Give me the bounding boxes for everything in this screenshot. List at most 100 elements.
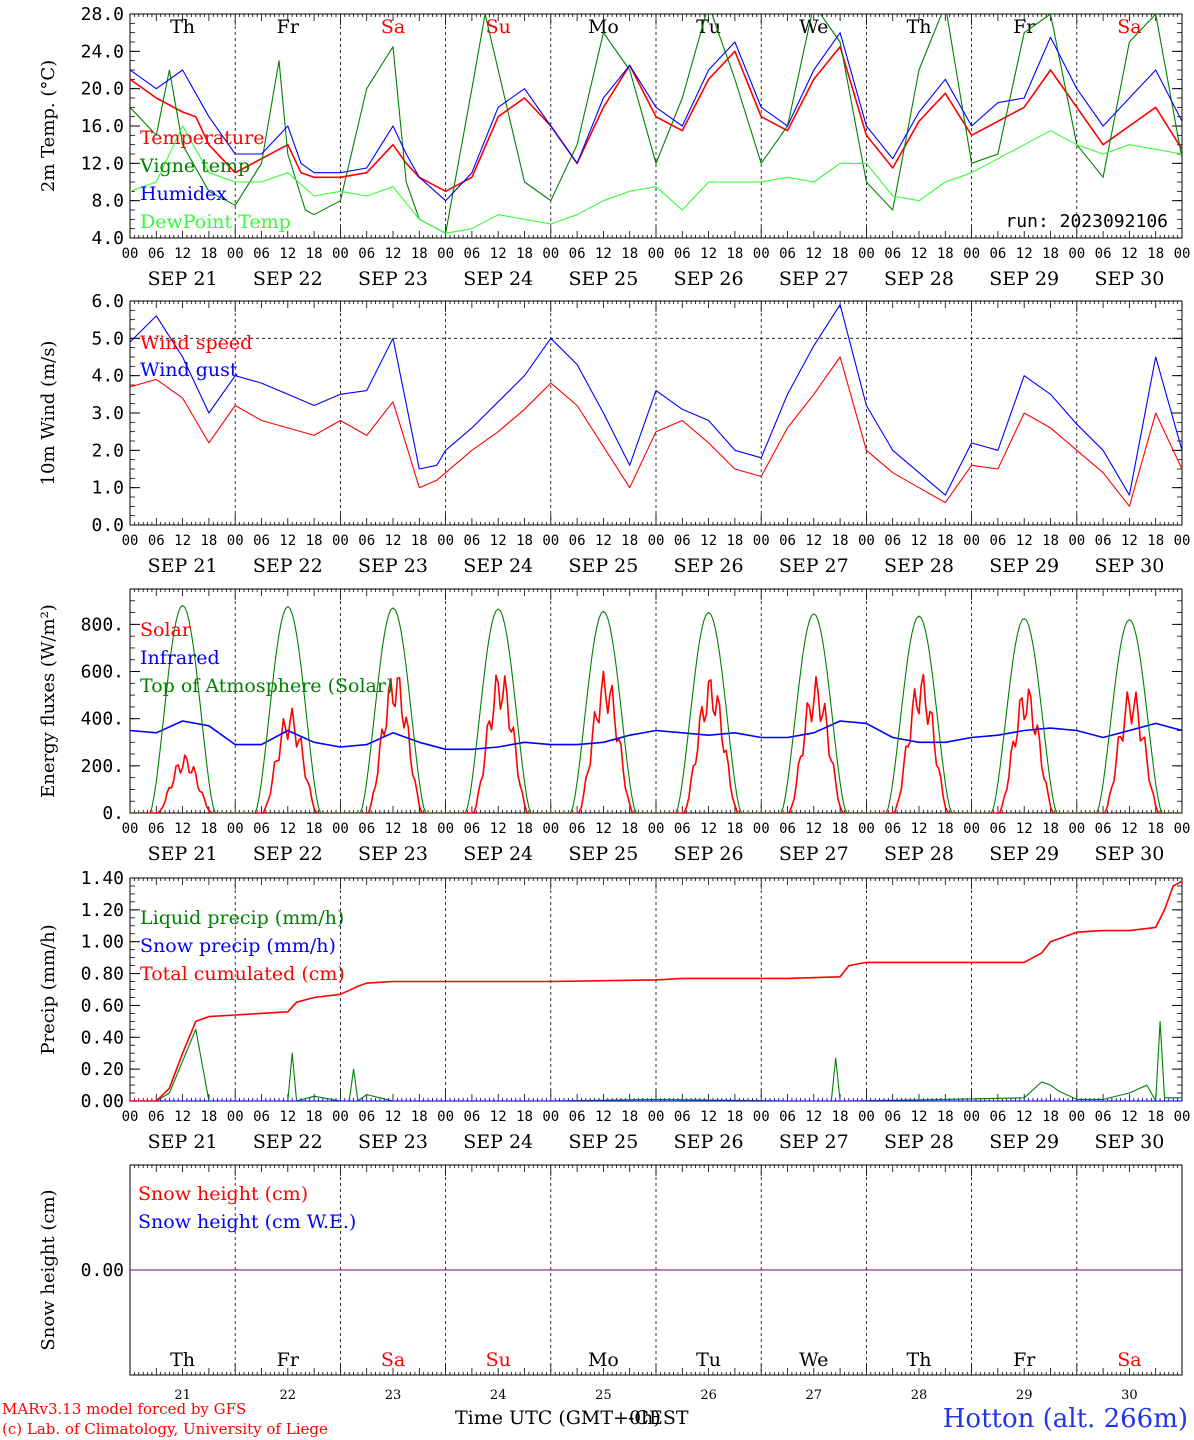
- hour-label: 00: [858, 246, 875, 262]
- hour-label: 06: [779, 533, 796, 549]
- hour-label: 18: [516, 533, 533, 549]
- day-name-label: Th: [170, 1349, 195, 1371]
- hour-label: 00: [1068, 533, 1085, 549]
- hour-label: 06: [463, 821, 480, 837]
- legend-entry: Vigne temp: [139, 155, 250, 177]
- y-tick-label: 4.0: [91, 366, 124, 387]
- series-group: [130, 304, 1182, 507]
- hour-label: 12: [279, 246, 296, 262]
- series-line: [130, 304, 1182, 496]
- date-label: SEP 29: [989, 555, 1059, 577]
- y-tick-label: 0.: [102, 803, 124, 824]
- hour-label: 12: [490, 246, 507, 262]
- hour-label: 00: [332, 1109, 349, 1125]
- hour-label: 00: [437, 1109, 454, 1125]
- hour-label: 12: [595, 246, 612, 262]
- day-name-label: Th: [907, 1349, 932, 1371]
- date-label: SEP 21: [148, 555, 218, 577]
- date-label: SEP 23: [358, 555, 428, 577]
- legend-entry: Top of Atmosphere (Solar): [140, 675, 393, 697]
- series-line: [130, 670, 1182, 813]
- hour-label: 00: [542, 1109, 559, 1125]
- hour-label: 06: [148, 1109, 165, 1125]
- hour-label: 18: [621, 1109, 638, 1125]
- day-name-label: Sa: [381, 16, 405, 38]
- hour-label: 06: [569, 821, 586, 837]
- hour-label: 06: [148, 533, 165, 549]
- hour-label: 18: [621, 533, 638, 549]
- hour-label: 00: [332, 533, 349, 549]
- hour-label: 00: [542, 821, 559, 837]
- hour-label: 06: [463, 246, 480, 262]
- hour-label: 06: [779, 821, 796, 837]
- day-name-label: Mo: [588, 1349, 619, 1371]
- hour-label: 18: [621, 821, 638, 837]
- hour-label: 12: [700, 821, 717, 837]
- day-name-label: Fr: [277, 16, 300, 38]
- series-line: [130, 356, 1182, 507]
- hour-label: 18: [1147, 821, 1164, 837]
- hour-label: 00: [1068, 821, 1085, 837]
- date-label: SEP 28: [884, 843, 954, 865]
- day-name-label: Su: [486, 16, 511, 38]
- y-tick-label: 0.00: [81, 1091, 124, 1112]
- hour-label: 12: [700, 1109, 717, 1125]
- hour-label: 18: [726, 821, 743, 837]
- hour-label: 06: [674, 246, 691, 262]
- hour-label: 06: [884, 821, 901, 837]
- hour-label: 12: [595, 1109, 612, 1125]
- hour-label: 12: [174, 246, 191, 262]
- hour-label: 06: [253, 821, 270, 837]
- hour-label: 06: [1095, 246, 1112, 262]
- hour-label: 06: [253, 246, 270, 262]
- y-tick-label: 20.0: [81, 79, 124, 100]
- hour-label: 18: [306, 246, 323, 262]
- hour-label: 12: [385, 246, 402, 262]
- hour-label: 06: [253, 1109, 270, 1125]
- hour-label: 00: [227, 821, 244, 837]
- day-number-label: 21: [174, 1388, 191, 1403]
- y-tick-label: 2.0: [91, 440, 124, 461]
- day-name-label: Th: [907, 16, 932, 38]
- legend-entry: Snow height (cm W.E.): [138, 1211, 356, 1233]
- hour-label: 06: [989, 246, 1006, 262]
- run-annotation: run: 2023092106: [1005, 211, 1168, 232]
- series-line: [130, 880, 1182, 1101]
- hour-label: 06: [569, 246, 586, 262]
- hour-label: 18: [1042, 821, 1059, 837]
- hour-label: 18: [411, 1109, 428, 1125]
- hour-label: 18: [411, 246, 428, 262]
- hour-label: 18: [516, 821, 533, 837]
- hour-label: 00: [122, 821, 139, 837]
- plot-frame: [129, 588, 1183, 814]
- hour-label: 18: [1147, 246, 1164, 262]
- hour-label: 12: [700, 246, 717, 262]
- hour-label: 00: [648, 821, 665, 837]
- hour-label: 06: [989, 533, 1006, 549]
- hour-label: 18: [200, 821, 217, 837]
- hour-label: 12: [805, 1109, 822, 1125]
- hour-label: 12: [911, 821, 928, 837]
- date-label: SEP 23: [358, 843, 428, 865]
- y-tick-label: 1.20: [81, 900, 124, 921]
- legend-entry: Snow precip (mm/h): [140, 935, 336, 957]
- hour-label: 18: [306, 533, 323, 549]
- hour-label: 18: [937, 1109, 954, 1125]
- hour-label: 00: [437, 821, 454, 837]
- y-tick-label: 8.0: [91, 191, 124, 212]
- panel-2: 0.0 1.0 2.0 3.0 4.0 5.0 6.0 10m Wind (m/s) 00 06 1…: [38, 291, 1190, 577]
- hour-label: 18: [832, 821, 849, 837]
- series-group: [130, 604, 1182, 813]
- series-line: [130, 1020, 1182, 1101]
- hour-label: 06: [569, 533, 586, 549]
- day-name-label: Fr: [1013, 1349, 1036, 1371]
- hour-label: 00: [963, 821, 980, 837]
- y-tick-label: 200.: [81, 756, 124, 777]
- date-label: SEP 29: [989, 268, 1059, 290]
- hour-label: 18: [726, 533, 743, 549]
- y-axis-title: 10m Wind (m/s): [38, 341, 59, 486]
- hour-label: 18: [726, 1109, 743, 1125]
- day-number-label: 24: [490, 1388, 507, 1403]
- day-number-label: 26: [700, 1388, 717, 1403]
- hour-label: 18: [200, 533, 217, 549]
